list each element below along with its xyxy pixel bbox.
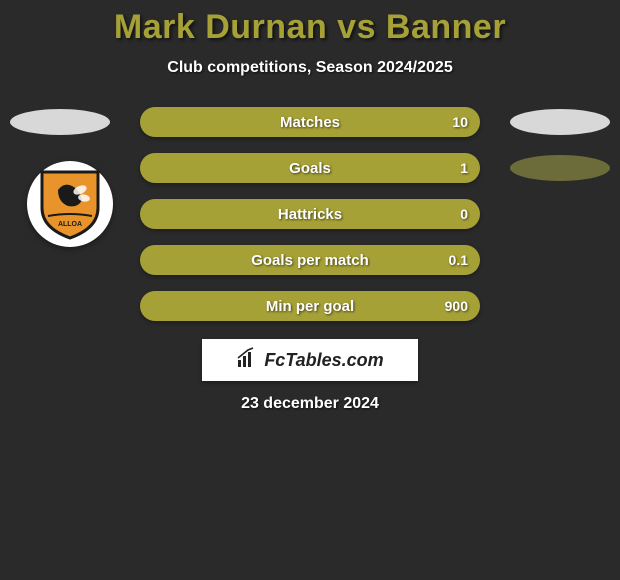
stat-row: Goals per match 0.1	[0, 245, 620, 275]
stat-label: Matches	[280, 114, 340, 131]
stat-label: Min per goal	[266, 298, 354, 315]
stat-bar: Goals 1	[140, 153, 480, 183]
stats-area: ALLOA Matches10Goals1Hattricks0Goals per…	[0, 107, 620, 321]
subtitle: Club competitions, Season 2024/2025	[0, 59, 620, 77]
fctables-watermark: FcTables.com	[202, 339, 418, 381]
stat-value: 0	[460, 206, 468, 222]
stat-value: 900	[445, 298, 468, 314]
page-title: Mark Durnan vs Banner	[0, 8, 620, 47]
stat-value: 1	[460, 160, 468, 176]
stat-value: 0.1	[449, 252, 468, 268]
stat-bar: Matches 10	[140, 107, 480, 137]
chart-icon	[236, 347, 258, 374]
stat-row: Hattricks 0	[0, 199, 620, 229]
stat-row: Min per goal 900	[0, 291, 620, 321]
right-marker-ellipse	[510, 155, 610, 181]
left-marker-ellipse	[10, 109, 110, 135]
fctables-label: FcTables.com	[264, 350, 383, 371]
stat-row: Goals 1	[0, 153, 620, 183]
stat-bar: Min per goal 900	[140, 291, 480, 321]
stat-label: Goals	[289, 160, 331, 177]
stat-value: 10	[452, 114, 468, 130]
stat-label: Hattricks	[278, 206, 342, 223]
stat-label: Goals per match	[251, 252, 369, 269]
stat-row: Matches 10	[0, 107, 620, 137]
right-marker-ellipse	[510, 109, 610, 135]
stat-bar: Hattricks 0	[140, 199, 480, 229]
comparison-infographic: Mark Durnan vs Banner Club competitions,…	[0, 0, 620, 413]
date-label: 23 december 2024	[0, 395, 620, 413]
stat-rows: Matches 10 Goals 1 Hattricks 0 Goals per match…	[0, 107, 620, 321]
stat-bar: Goals per match 0.1	[140, 245, 480, 275]
